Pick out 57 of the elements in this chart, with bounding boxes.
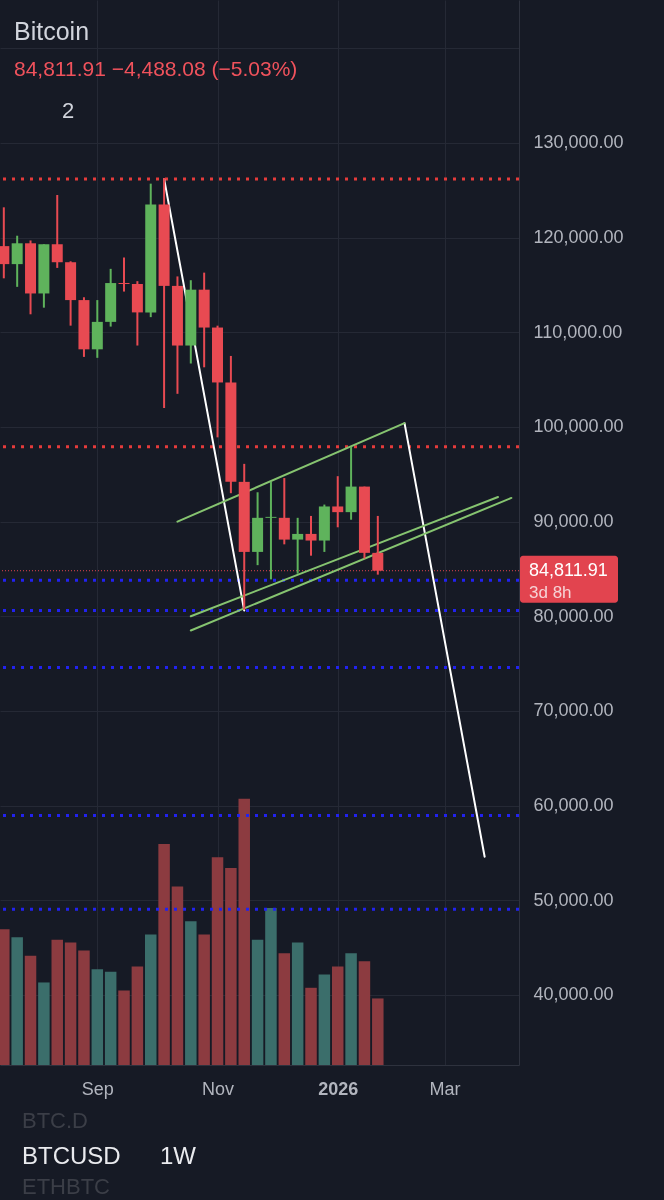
candlestick bbox=[11, 234, 23, 288]
bar bbox=[38, 982, 50, 1065]
bar bbox=[318, 974, 331, 1065]
candlestick bbox=[118, 256, 130, 293]
bar bbox=[144, 934, 157, 1065]
annotation: 2 bbox=[62, 98, 75, 123]
bar bbox=[104, 971, 117, 1065]
bar bbox=[171, 886, 184, 1065]
y-tick-label: 110,000.00 bbox=[533, 321, 623, 342]
bar bbox=[358, 961, 371, 1065]
y-tick-label: 50,000.00 bbox=[533, 889, 614, 910]
bar bbox=[331, 966, 344, 1065]
bar bbox=[24, 955, 37, 1065]
bar bbox=[345, 953, 357, 1065]
y-tick-label: 90,000.00 bbox=[533, 511, 614, 532]
y-tick-label: 120,000.00 bbox=[533, 227, 624, 248]
bar bbox=[158, 844, 170, 1065]
text: BTCUSD bbox=[22, 1142, 121, 1169]
bar bbox=[51, 939, 63, 1065]
bar bbox=[251, 939, 264, 1065]
candlestick bbox=[51, 194, 63, 269]
y-tick-label: 80,000.00 bbox=[533, 605, 614, 626]
ref-line-label: 84,811.91 bbox=[529, 559, 608, 580]
bar bbox=[278, 953, 291, 1065]
bar bbox=[118, 990, 130, 1065]
y-tick-label: 130,000.00 bbox=[533, 132, 624, 153]
y-tick-label: 100,000.00 bbox=[533, 416, 624, 437]
text: 3d 8h bbox=[529, 582, 572, 602]
y-tick-label: 70,000.00 bbox=[533, 700, 614, 721]
candlestick bbox=[265, 480, 277, 581]
x-tick-label: 2026 bbox=[318, 1078, 359, 1099]
bar bbox=[131, 966, 144, 1065]
bar bbox=[305, 987, 317, 1065]
bar bbox=[291, 942, 304, 1065]
bar bbox=[0, 929, 10, 1065]
bar bbox=[372, 998, 384, 1065]
text: Bitcoin bbox=[14, 17, 90, 45]
bar bbox=[211, 857, 224, 1065]
x-tick-label: Sep bbox=[81, 1078, 114, 1099]
candlestick bbox=[0, 206, 10, 280]
x-tick-label: Mar bbox=[429, 1078, 461, 1099]
bar bbox=[64, 942, 77, 1065]
bar bbox=[198, 934, 210, 1065]
text: 1W bbox=[160, 1142, 197, 1169]
text: 84,811.91 −4,488.08 (−5.03%) bbox=[14, 57, 298, 80]
bar bbox=[91, 969, 104, 1065]
candlestick bbox=[305, 514, 317, 557]
candlestick bbox=[278, 477, 290, 546]
y-tick-label: 40,000.00 bbox=[533, 984, 614, 1005]
candlestick bbox=[332, 475, 344, 529]
bar bbox=[265, 907, 277, 1065]
bar bbox=[78, 950, 90, 1065]
candlestick bbox=[292, 516, 304, 575]
bar bbox=[185, 921, 197, 1065]
y-tick-label: 60,000.00 bbox=[533, 795, 614, 816]
bar bbox=[11, 937, 23, 1065]
x-tick-label: Nov bbox=[202, 1078, 235, 1099]
